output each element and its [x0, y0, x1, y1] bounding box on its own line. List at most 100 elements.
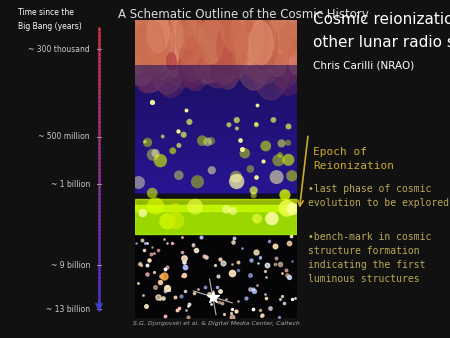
Bar [135, 191, 297, 193]
Circle shape [140, 42, 151, 62]
Circle shape [245, 20, 252, 32]
Point [175, 128, 182, 134]
Circle shape [260, 0, 295, 60]
Point [270, 117, 277, 123]
Bar [135, 127, 297, 129]
Point [284, 206, 291, 211]
Point [250, 188, 257, 193]
Point [250, 307, 257, 312]
Circle shape [147, 12, 169, 53]
Point [177, 293, 184, 299]
Point [202, 255, 210, 260]
Point [162, 313, 169, 318]
Circle shape [199, 18, 224, 64]
Circle shape [164, 11, 188, 56]
Bar [135, 80, 297, 82]
Text: ~ 13 billion: ~ 13 billion [46, 305, 90, 314]
Point [249, 286, 256, 291]
Bar [135, 82, 297, 84]
Circle shape [197, 10, 218, 49]
Point [216, 299, 223, 305]
Point [191, 290, 198, 295]
Circle shape [216, 50, 227, 70]
Circle shape [261, 45, 268, 58]
Bar [135, 129, 297, 131]
Point [151, 269, 158, 275]
Point [181, 259, 188, 264]
Bar [135, 184, 297, 186]
Point [161, 288, 168, 293]
Circle shape [284, 5, 309, 52]
Circle shape [194, 0, 221, 49]
Circle shape [252, 29, 290, 100]
Circle shape [274, 1, 312, 72]
Point [164, 219, 171, 224]
Circle shape [263, 27, 274, 47]
Circle shape [195, 0, 229, 58]
Point [204, 139, 211, 145]
Point [144, 240, 151, 246]
Point [192, 204, 199, 210]
Point [216, 288, 223, 293]
Circle shape [266, 37, 288, 76]
Point [176, 143, 183, 148]
Circle shape [132, 4, 159, 53]
Point [285, 124, 292, 129]
Point [159, 295, 166, 300]
Circle shape [126, 13, 147, 53]
Point [208, 301, 215, 307]
Circle shape [194, 11, 231, 79]
Bar [135, 142, 297, 144]
Point [284, 272, 291, 278]
Circle shape [252, 22, 278, 70]
Point [277, 152, 284, 158]
Point [144, 262, 151, 268]
Circle shape [271, 0, 303, 53]
Point [184, 304, 191, 309]
Circle shape [179, 9, 201, 50]
Circle shape [134, 56, 140, 68]
Point [215, 273, 222, 279]
Bar [135, 88, 297, 91]
Point [227, 311, 234, 316]
Bar [135, 159, 297, 161]
Circle shape [233, 16, 258, 62]
Circle shape [209, 27, 240, 84]
Circle shape [261, 3, 288, 53]
Circle shape [174, 22, 190, 53]
Point [273, 174, 280, 180]
Point [278, 141, 285, 146]
Circle shape [236, 23, 272, 90]
Circle shape [168, 31, 184, 60]
Point [142, 303, 149, 308]
Circle shape [215, 8, 238, 50]
Circle shape [132, 12, 170, 80]
Point [181, 272, 188, 277]
Circle shape [158, 28, 178, 64]
Bar [135, 182, 297, 184]
Point [163, 283, 171, 288]
Point [259, 312, 266, 317]
Circle shape [170, 48, 180, 67]
Point [194, 287, 202, 292]
Bar [135, 116, 297, 118]
Circle shape [270, 8, 294, 53]
Bar [135, 69, 297, 71]
Circle shape [134, 31, 157, 72]
Circle shape [147, 6, 183, 71]
Circle shape [265, 31, 277, 52]
Bar [135, 99, 297, 101]
Point [198, 234, 205, 239]
Bar [135, 86, 297, 88]
Point [253, 102, 260, 107]
Circle shape [149, 48, 161, 70]
Circle shape [132, 18, 165, 77]
Point [285, 274, 292, 280]
Circle shape [198, 5, 216, 38]
Point [172, 295, 179, 300]
Point [262, 295, 270, 300]
Circle shape [170, 26, 187, 56]
Text: Time since the: Time since the [18, 8, 74, 18]
Point [189, 242, 196, 247]
Point [175, 172, 182, 178]
